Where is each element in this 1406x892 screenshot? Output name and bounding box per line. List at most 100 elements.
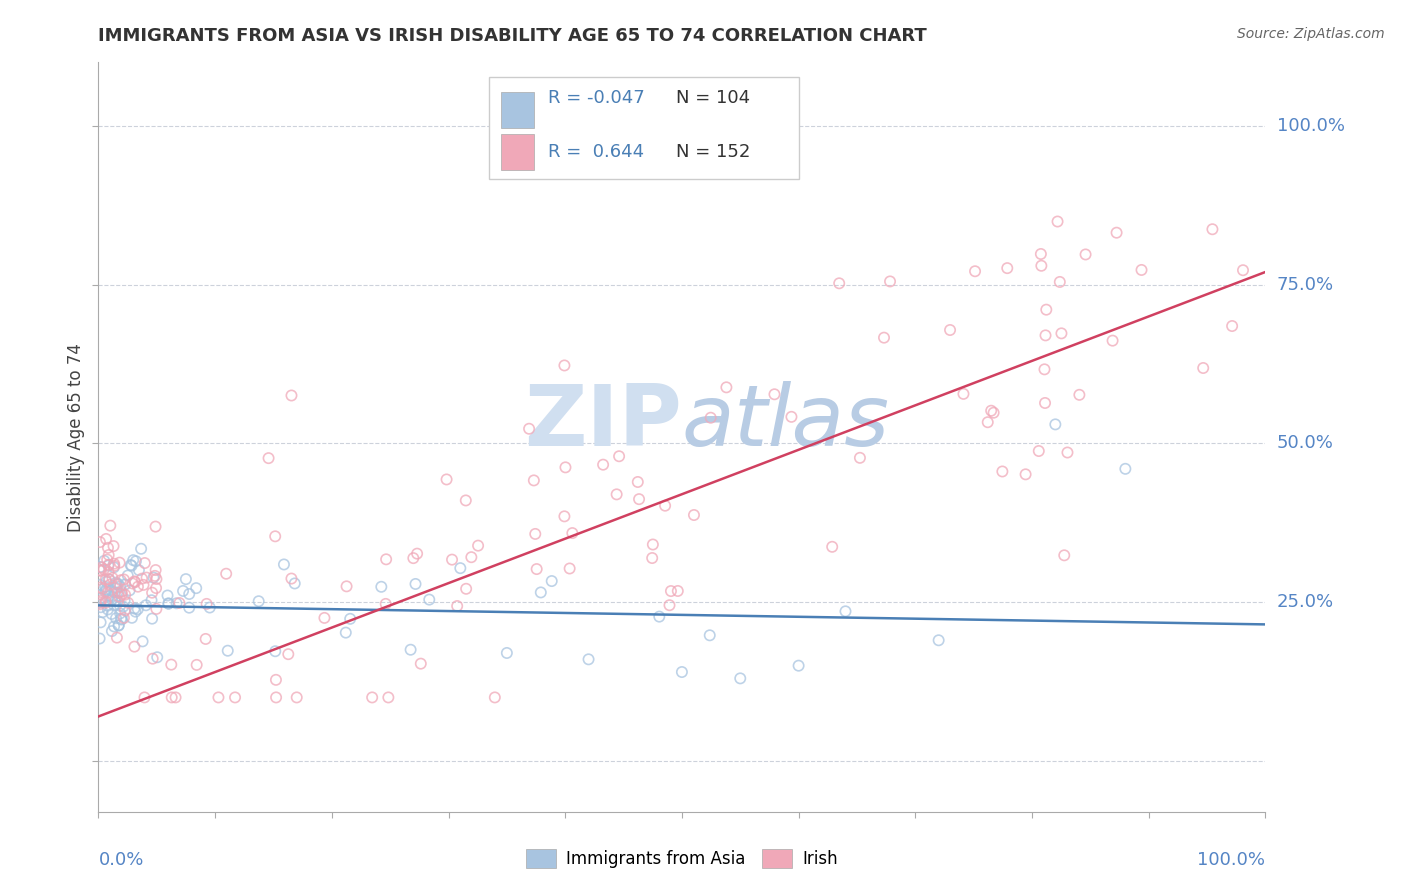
Point xyxy=(1074,247,1097,261)
Point xyxy=(141,612,163,626)
Point xyxy=(104,575,127,590)
Point xyxy=(98,577,121,591)
Point xyxy=(446,599,468,613)
Point xyxy=(280,572,302,586)
Point xyxy=(94,584,117,599)
Point xyxy=(110,612,132,626)
Point xyxy=(125,554,148,568)
Text: 100.0%: 100.0% xyxy=(1198,851,1265,869)
Point xyxy=(103,557,125,571)
Point xyxy=(578,652,600,666)
Point xyxy=(314,611,336,625)
Point xyxy=(94,580,117,594)
Point xyxy=(224,690,246,705)
Point xyxy=(658,598,681,612)
Point xyxy=(1220,318,1243,333)
Point xyxy=(103,539,125,553)
Point xyxy=(285,690,308,705)
Point xyxy=(406,547,429,561)
Point xyxy=(834,604,856,618)
Point xyxy=(143,569,166,583)
Point xyxy=(98,589,121,603)
Point xyxy=(90,615,112,630)
Point xyxy=(134,556,156,570)
Point xyxy=(374,597,396,611)
Point xyxy=(460,550,482,565)
Point xyxy=(114,593,136,607)
Point xyxy=(93,562,115,576)
Point xyxy=(103,599,125,613)
Point xyxy=(90,564,112,578)
Point xyxy=(121,611,143,625)
Point xyxy=(100,607,122,621)
Point xyxy=(101,590,124,604)
Point xyxy=(186,581,208,595)
Point xyxy=(284,576,307,591)
Text: atlas: atlas xyxy=(682,381,890,464)
Point xyxy=(90,560,112,574)
Point xyxy=(828,277,851,291)
Point xyxy=(558,561,581,575)
Point xyxy=(90,600,112,615)
Point xyxy=(127,602,149,616)
Point xyxy=(104,585,127,599)
Point xyxy=(97,548,120,562)
Point xyxy=(108,607,131,621)
Point xyxy=(96,574,118,589)
Point xyxy=(671,665,693,679)
Point xyxy=(156,589,179,603)
Point xyxy=(402,551,425,566)
Point xyxy=(94,573,117,587)
Point xyxy=(1028,444,1050,458)
Point xyxy=(195,597,218,611)
Point xyxy=(108,556,131,570)
Point xyxy=(105,577,128,591)
Point xyxy=(1130,263,1153,277)
Point xyxy=(105,631,128,645)
Point xyxy=(124,640,146,654)
Point xyxy=(1031,259,1053,273)
Point xyxy=(983,406,1005,420)
Point xyxy=(93,554,115,568)
Point xyxy=(142,651,165,665)
Point xyxy=(699,410,721,425)
Point xyxy=(1033,396,1056,410)
Point xyxy=(553,509,575,524)
Point xyxy=(873,331,896,345)
FancyBboxPatch shape xyxy=(489,78,799,178)
Point xyxy=(1053,549,1076,563)
Point xyxy=(879,274,901,288)
Point xyxy=(1033,362,1056,376)
Point xyxy=(114,577,136,591)
Point xyxy=(122,553,145,567)
Point xyxy=(939,323,962,337)
Point xyxy=(1101,334,1123,348)
Point xyxy=(449,561,471,575)
Point xyxy=(108,599,131,613)
Point xyxy=(107,586,129,600)
Point xyxy=(141,585,163,599)
Point xyxy=(97,558,120,572)
Point xyxy=(124,605,146,619)
Point xyxy=(1045,417,1067,432)
Point xyxy=(91,582,114,596)
Point xyxy=(1035,302,1057,317)
Point xyxy=(174,572,197,586)
Point xyxy=(264,529,287,543)
Point xyxy=(361,690,384,705)
Point xyxy=(105,611,128,625)
Point xyxy=(124,601,146,615)
Text: 75.0%: 75.0% xyxy=(1277,276,1334,293)
Point xyxy=(110,574,132,588)
Point xyxy=(142,571,165,585)
Point xyxy=(628,492,651,507)
Point xyxy=(118,583,141,598)
Point xyxy=(730,672,752,686)
Text: ZIP: ZIP xyxy=(524,381,682,464)
Point xyxy=(659,584,682,599)
Text: N = 152: N = 152 xyxy=(676,143,751,161)
Point xyxy=(179,600,201,615)
Point xyxy=(135,571,157,585)
Point xyxy=(484,690,506,705)
Point xyxy=(257,451,280,466)
